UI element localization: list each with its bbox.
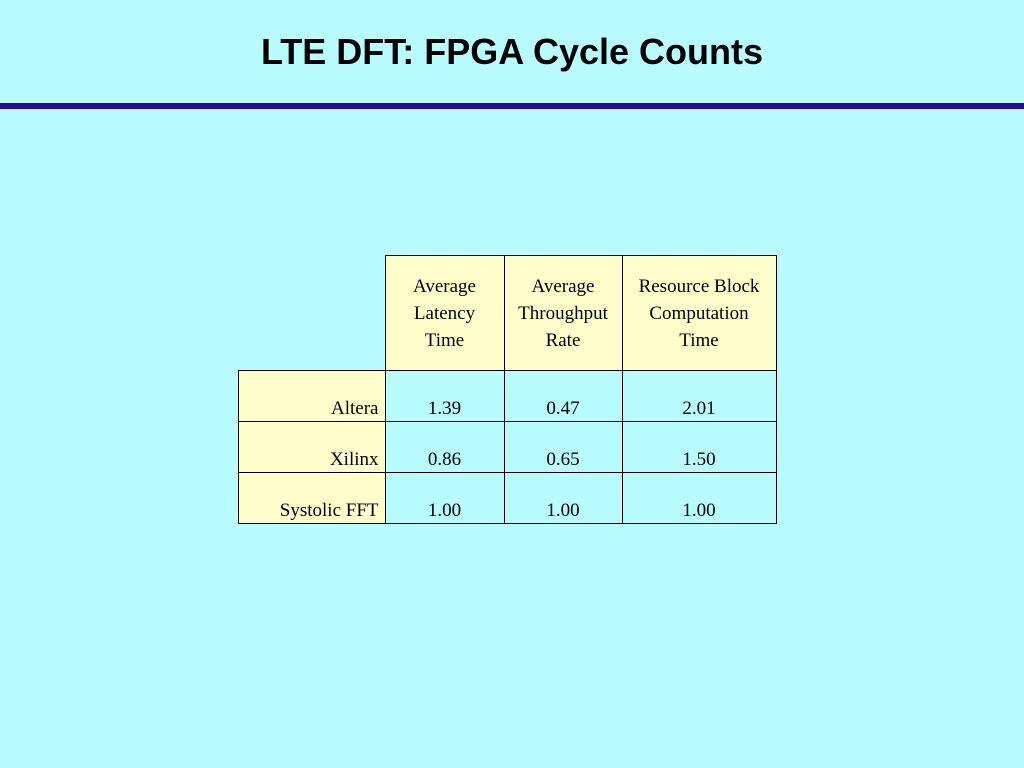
title-divider bbox=[0, 103, 1024, 109]
row-header-systolic-fft: Systolic FFT bbox=[238, 472, 386, 524]
table-cell: 1.50 bbox=[621, 421, 777, 473]
header-line: Latency bbox=[413, 302, 476, 324]
slide-title: LTE DFT: FPGA Cycle Counts bbox=[260, 31, 763, 72]
header-line: Rate bbox=[545, 329, 581, 351]
column-header-resource-block: Resource Block Computation Time bbox=[621, 255, 777, 371]
table-header-row: Average Latency Time Average Throughput … bbox=[239, 255, 777, 371]
header-line: Time bbox=[424, 329, 465, 351]
table-row: Systolic FFT 1.00 1.00 1.00 bbox=[238, 472, 777, 524]
table-cell: 0.47 bbox=[503, 370, 623, 422]
header-line: Average bbox=[531, 275, 595, 297]
table-cell: 1.00 bbox=[621, 472, 777, 524]
header-line: Resource Block bbox=[638, 275, 760, 297]
header-line: Average bbox=[413, 275, 476, 297]
column-header-throughput: Average Throughput Rate bbox=[503, 255, 623, 371]
cycle-count-table: Average Latency Time Average Throughput … bbox=[238, 255, 777, 524]
header-line: Throughput bbox=[518, 302, 608, 324]
table-cell: 1.00 bbox=[384, 472, 505, 524]
table-row: Altera 1.39 0.47 2.01 bbox=[238, 370, 777, 422]
table-cell: 1.39 bbox=[384, 370, 505, 422]
table-cell: 0.65 bbox=[503, 421, 623, 473]
column-header-latency: Average Latency Time bbox=[384, 255, 505, 371]
table-cell: 2.01 bbox=[621, 370, 777, 422]
row-header-altera: Altera bbox=[238, 370, 386, 422]
header-line: Time bbox=[679, 329, 719, 351]
table-cell: 0.86 bbox=[384, 421, 505, 473]
table-corner-cell bbox=[239, 256, 386, 371]
row-header-xilinx: Xilinx bbox=[238, 421, 386, 473]
header-line: Computation bbox=[649, 302, 749, 324]
table-cell: 1.00 bbox=[503, 472, 623, 524]
table-row: Xilinx 0.86 0.65 1.50 bbox=[238, 421, 777, 473]
